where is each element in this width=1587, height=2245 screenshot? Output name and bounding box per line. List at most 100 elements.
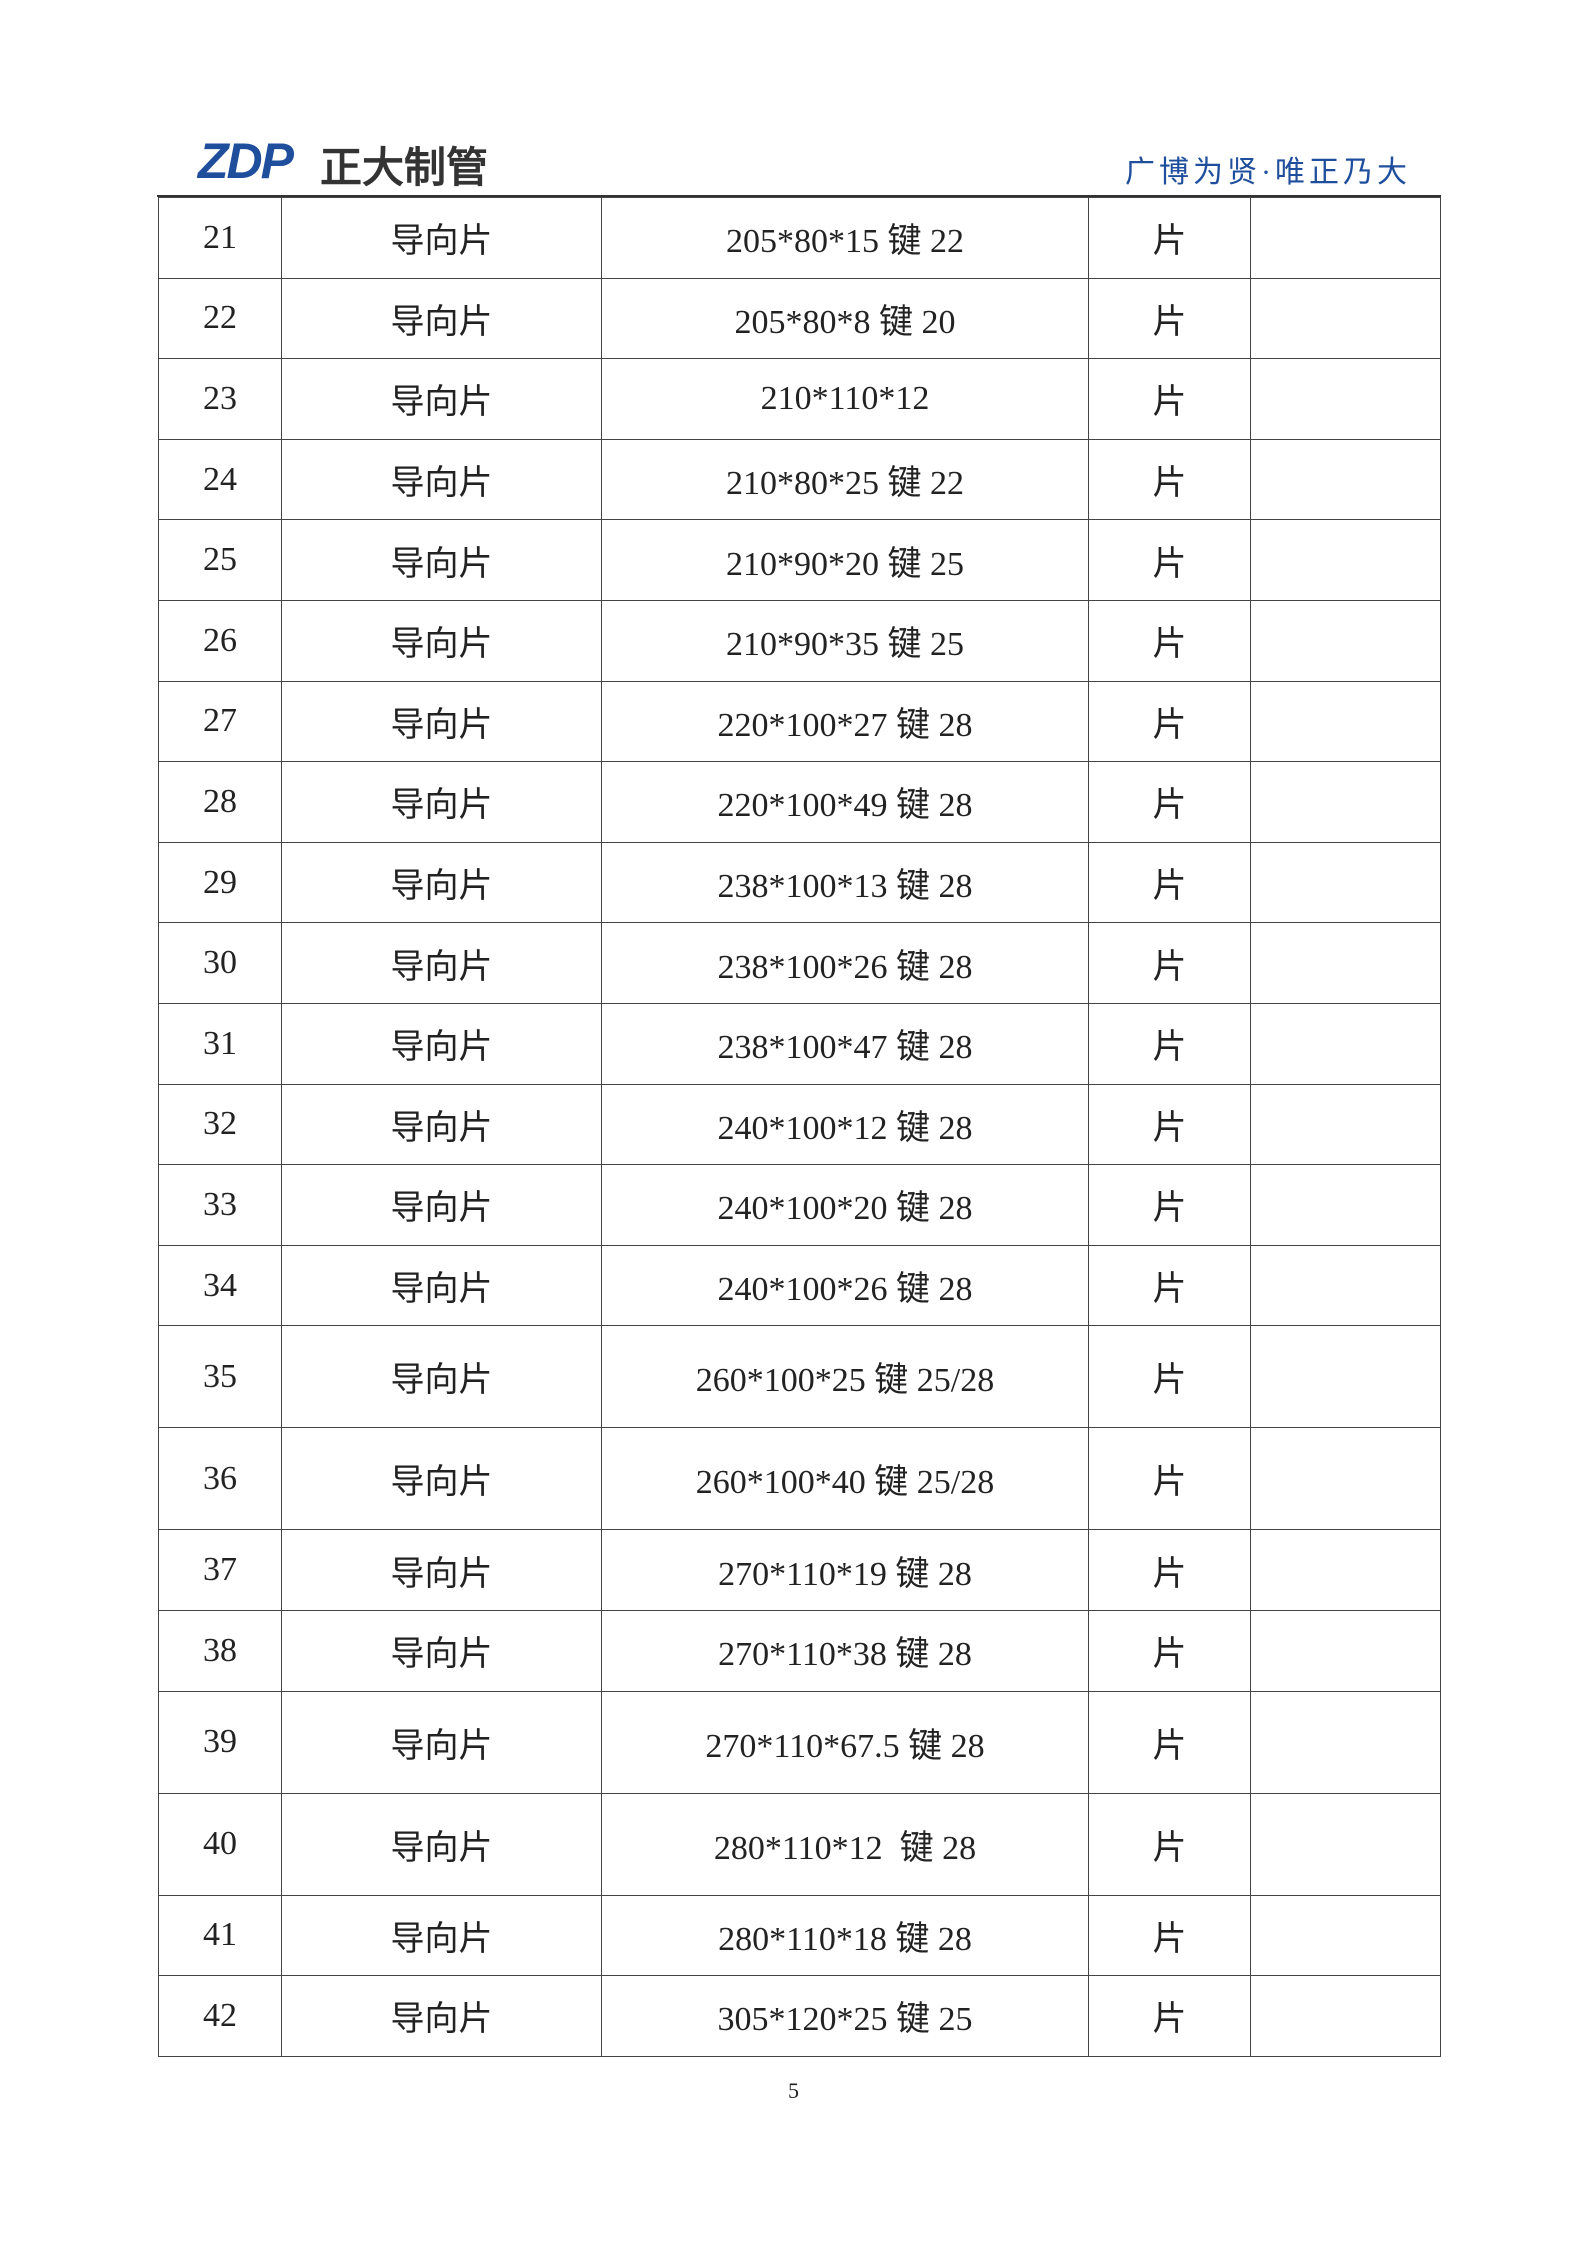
- unit: 片: [1088, 599, 1251, 682]
- remarks-cell: [1250, 519, 1441, 601]
- part-name: 导向片: [281, 761, 602, 843]
- row-number: 25: [158, 519, 282, 601]
- table-row: 33 导向片 240*100*20 键 28 片: [158, 1164, 1441, 1246]
- remarks-cell: [1250, 1975, 1441, 2057]
- row-number: 29: [158, 841, 282, 924]
- part-name: 导向片: [281, 1894, 602, 1977]
- specification: 238*100*47 键 28: [601, 1002, 1089, 1085]
- remarks-cell: [1250, 1690, 1441, 1794]
- table-row: 21 导向片 205*80*15 键 22 片: [158, 197, 1441, 279]
- remarks-cell: [1250, 1894, 1441, 1977]
- part-name: 导向片: [281, 922, 602, 1004]
- part-name: 导向片: [281, 1244, 602, 1327]
- part-name: 导向片: [281, 680, 602, 763]
- specification: 210*90*20 键 25: [601, 519, 1089, 601]
- table-row: 25 导向片 210*90*20 键 25 片: [158, 519, 1441, 601]
- unit: 片: [1088, 1244, 1251, 1327]
- remarks-cell: [1250, 1609, 1441, 1692]
- row-number: 41: [158, 1894, 282, 1977]
- logo: ZDP: [198, 133, 294, 189]
- row-number: 26: [158, 599, 282, 682]
- row-number: 31: [158, 1002, 282, 1085]
- remarks-cell: [1250, 1325, 1441, 1429]
- row-number: 21: [158, 197, 282, 279]
- specification: 240*100*20 键 28: [601, 1164, 1089, 1246]
- remarks-cell: [1250, 1244, 1441, 1327]
- motto: 广博为贤·唯正乃大: [1125, 156, 1411, 189]
- unit: 片: [1088, 1164, 1251, 1246]
- part-name: 导向片: [281, 1083, 602, 1166]
- unit: 片: [1088, 1427, 1251, 1531]
- part-name: 导向片: [281, 599, 602, 682]
- unit: 片: [1088, 1325, 1251, 1429]
- specification: 210*80*25 键 22: [601, 438, 1089, 521]
- part-name: 导向片: [281, 519, 602, 601]
- specification: 205*80*15 键 22: [601, 197, 1089, 279]
- parts-table: 21 导向片 205*80*15 键 22 片 22 导向片 205*80*8 键 20 片 2…: [158, 197, 1441, 2057]
- table-row: 32 导向片 240*100*12 键 28 片: [158, 1083, 1441, 1166]
- unit: 片: [1088, 1792, 1251, 1896]
- table-row: 37 导向片 270*110*19 键 28 片: [158, 1529, 1441, 1611]
- part-name: 导向片: [281, 1690, 602, 1794]
- page-number: 5: [788, 2078, 799, 2103]
- part-name: 导向片: [281, 1164, 602, 1246]
- remarks-cell: [1250, 1427, 1441, 1531]
- part-name: 导向片: [281, 841, 602, 924]
- row-number: 40: [158, 1792, 282, 1896]
- specification: 210*110*12: [601, 358, 1089, 440]
- remarks-cell: [1250, 1083, 1441, 1166]
- row-number: 33: [158, 1164, 282, 1246]
- part-name: 导向片: [281, 1325, 602, 1429]
- table-row: 26 导向片 210*90*35 键 25 片: [158, 599, 1441, 682]
- part-name: 导向片: [281, 1609, 602, 1692]
- unit: 片: [1088, 1690, 1251, 1794]
- specification: 270*110*19 键 28: [601, 1529, 1089, 1611]
- unit: 片: [1088, 1002, 1251, 1085]
- row-number: 30: [158, 922, 282, 1004]
- row-number: 32: [158, 1083, 282, 1166]
- unit: 片: [1088, 277, 1251, 360]
- specification: 210*90*35 键 25: [601, 599, 1089, 682]
- specification: 220*100*27 键 28: [601, 680, 1089, 763]
- part-name: 导向片: [281, 1427, 602, 1531]
- unit: 片: [1088, 1083, 1251, 1166]
- company-name: 正大制管: [320, 143, 489, 192]
- specification: 270*110*67.5 键 28: [601, 1690, 1089, 1794]
- remarks-cell: [1250, 277, 1441, 360]
- remarks-cell: [1250, 922, 1441, 1004]
- unit: 片: [1088, 680, 1251, 763]
- table-row: 30 导向片 238*100*26 键 28 片: [158, 922, 1441, 1004]
- table-row: 38 导向片 270*110*38 键 28 片: [158, 1609, 1441, 1692]
- part-name: 导向片: [281, 1975, 602, 2057]
- row-number: 23: [158, 358, 282, 440]
- unit: 片: [1088, 438, 1251, 521]
- specification: 260*100*25 键 25/28: [601, 1325, 1089, 1429]
- row-number: 24: [158, 438, 282, 521]
- table-row: 28 导向片 220*100*49 键 28 片: [158, 761, 1441, 843]
- remarks-cell: [1250, 1792, 1441, 1896]
- unit: 片: [1088, 197, 1251, 279]
- part-name: 导向片: [281, 277, 602, 360]
- row-number: 42: [158, 1975, 282, 2057]
- row-number: 34: [158, 1244, 282, 1327]
- row-number: 28: [158, 761, 282, 843]
- table-row: 23 导向片 210*110*12 片: [158, 358, 1441, 440]
- specification: 280*110*18 键 28: [601, 1894, 1089, 1977]
- specification: 238*100*13 键 28: [601, 841, 1089, 924]
- part-name: 导向片: [281, 1792, 602, 1896]
- row-number: 37: [158, 1529, 282, 1611]
- remarks-cell: [1250, 680, 1441, 763]
- part-name: 导向片: [281, 438, 602, 521]
- unit: 片: [1088, 1894, 1251, 1977]
- remarks-cell: [1250, 197, 1441, 279]
- unit: 片: [1088, 519, 1251, 601]
- remarks-cell: [1250, 1164, 1441, 1246]
- table-row: 27 导向片 220*100*27 键 28 片: [158, 680, 1441, 763]
- header-rule: [157, 195, 1441, 197]
- specification: 240*100*12 键 28: [601, 1083, 1089, 1166]
- row-number: 38: [158, 1609, 282, 1692]
- part-name: 导向片: [281, 1002, 602, 1085]
- row-number: 36: [158, 1427, 282, 1531]
- table-row: 40 导向片 280*110*12 键 28 片: [158, 1792, 1441, 1896]
- remarks-cell: [1250, 761, 1441, 843]
